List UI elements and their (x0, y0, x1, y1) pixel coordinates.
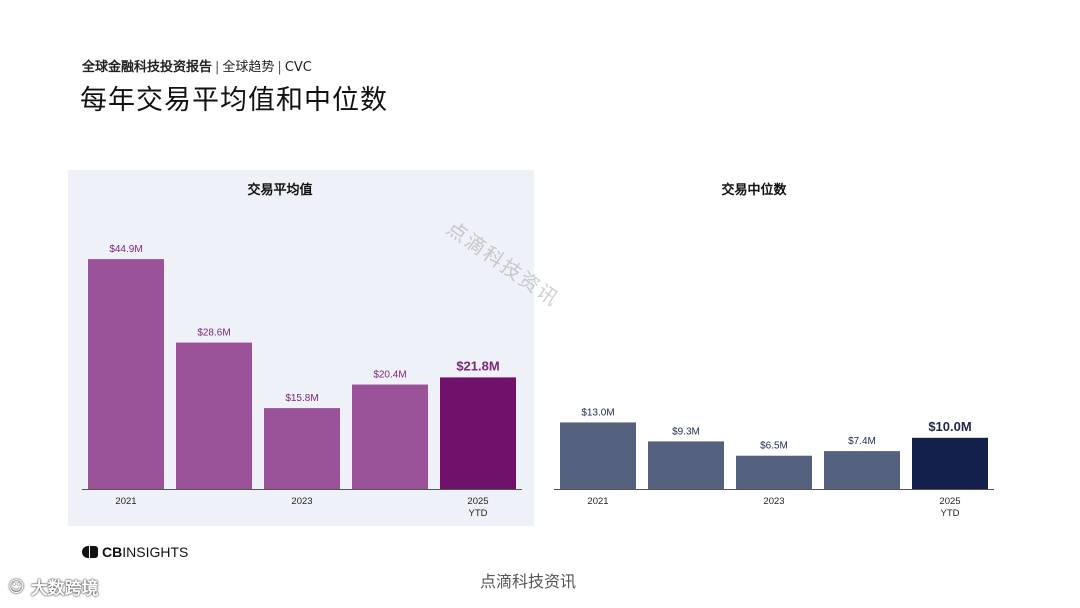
median-bar-2021 (560, 422, 636, 489)
avg-tick-label: 2023 (291, 496, 312, 507)
cbinsights-logo: CBINSIGHTS (82, 544, 188, 560)
median-data-label: $6.5M (760, 441, 788, 452)
average-chart-title: 交易平均值 (247, 183, 313, 198)
median-data-label: $9.3M (672, 426, 700, 437)
median-chart-title: 交易中位数 (721, 183, 787, 198)
median-tick-label: 2023 (763, 496, 784, 507)
separator: | (277, 60, 282, 75)
median-bar-2025-ytd (912, 437, 988, 489)
report-name: 全球金融科技投资报告 (82, 60, 213, 75)
median-data-label: $10.0M (928, 419, 971, 434)
avg-bar-2024 (352, 384, 428, 489)
avg-bar-2023 (264, 408, 340, 489)
page-title: 每年交易平均值和中位数 (80, 85, 388, 116)
report-section: 全球趋势 (222, 60, 275, 75)
avg-data-label: $21.8M (456, 358, 499, 373)
avg-data-label: $20.4M (373, 370, 406, 381)
smiley-icon: ☺ (8, 577, 25, 596)
cbinsights-logo-icon (82, 546, 98, 558)
avg-data-label: $28.6M (197, 328, 230, 339)
avg-bar-2022 (176, 342, 252, 489)
footer-watermark: 点滴科技资讯 (480, 572, 577, 591)
median-bar-2022 (648, 441, 724, 489)
avg-tick-label: 2021 (115, 496, 136, 507)
report-breadcrumb: 全球金融科技投资报告 | 全球趋势 | CVC (82, 56, 312, 75)
separator: | (215, 60, 220, 75)
corner-watermark: ☺ 大数跨境 (8, 574, 99, 599)
corner-watermark-text: 大数跨境 (30, 579, 99, 599)
brand-name-rest: INSIGHTS (122, 544, 189, 560)
median-bar-2023 (736, 455, 812, 489)
median-bar-2024 (824, 451, 900, 489)
avg-data-label: $15.8M (285, 393, 318, 404)
median-tick-label: 2025 (939, 496, 960, 507)
median-tick-sublabel: YTD (941, 508, 960, 519)
avg-data-label: $44.9M (109, 244, 142, 255)
avg-bar-2025-ytd (440, 377, 516, 489)
report-topic: CVC (284, 60, 312, 75)
avg-tick-label: 2025 (467, 496, 488, 507)
median-tick-label: 2021 (587, 496, 608, 507)
median-data-label: $7.4M (848, 436, 876, 447)
avg-bar-2021 (88, 259, 164, 489)
median-data-label: $13.0M (581, 407, 614, 418)
avg-tick-sublabel: YTD (469, 508, 488, 519)
brand-name-bold: CB (102, 544, 123, 560)
